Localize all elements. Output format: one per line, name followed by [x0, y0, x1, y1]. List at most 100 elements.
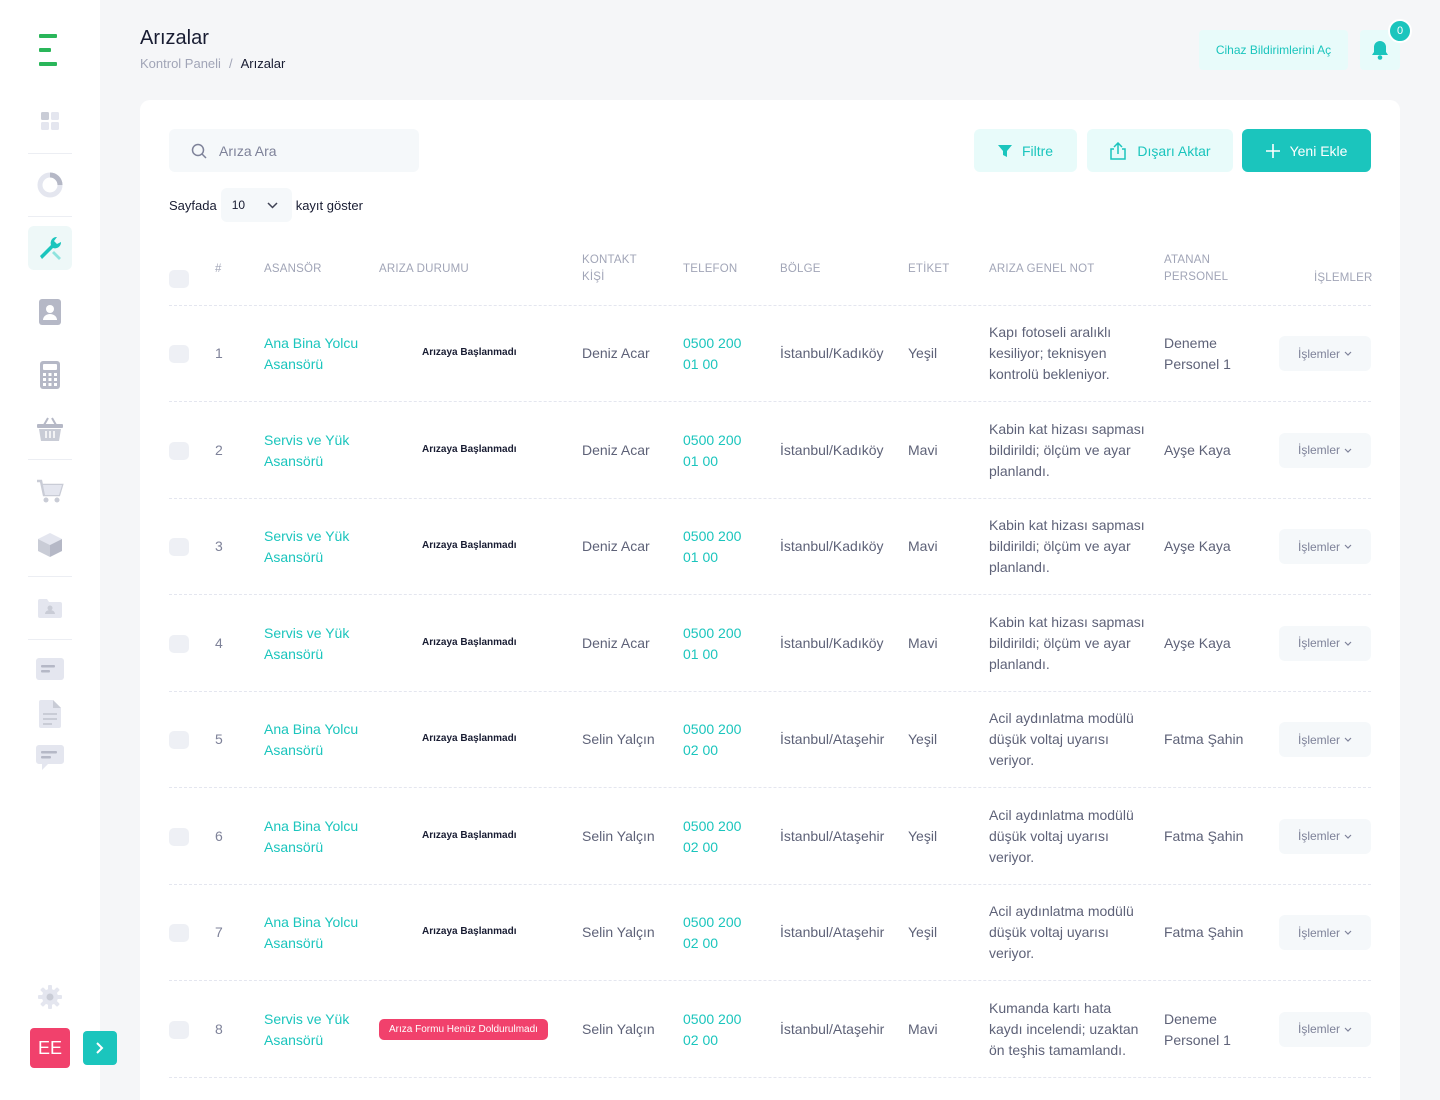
row-actions-label: İşlemler	[1297, 732, 1340, 747]
row-phone-link[interactable]: 0500 200 02 00	[683, 1009, 741, 1051]
row-phone-link[interactable]: 0500 200 02 00	[683, 719, 741, 761]
row-elevator-link[interactable]: Ana Bina Yolcu Asansörü	[264, 912, 358, 954]
row-elevator-link[interactable]: Ana Bina Yolcu Asansörü	[264, 333, 358, 375]
row-checkbox[interactable]	[169, 441, 189, 460]
search-input[interactable]	[219, 142, 409, 159]
page-size-select[interactable]: 10	[220, 188, 292, 222]
row-elevator-link[interactable]: Servis ve Yük Asansörü	[264, 526, 349, 568]
sidebar-item-basket[interactable]	[28, 407, 72, 451]
note-line2: bildirildi; ölçüm ve ayar	[989, 538, 1131, 554]
export-button[interactable]: Dışarı Aktar	[1087, 129, 1233, 172]
row-elevator-link[interactable]: Ana Bina Yolcu Asansörü	[264, 816, 358, 858]
column-tag[interactable]: ETİKET	[908, 263, 950, 275]
row-elevator-link[interactable]: Servis ve Yük Asansörü	[264, 1009, 349, 1051]
sidebar-item-products[interactable]	[28, 523, 72, 567]
row-checkbox[interactable]	[169, 538, 189, 556]
row-checkbox[interactable]	[169, 345, 189, 363]
row-phone-link[interactable]: 0500 200 01 00	[683, 526, 741, 568]
staff-line2: Personel 1	[1164, 356, 1231, 372]
row-contact: Deniz Acar	[582, 345, 650, 361]
staff-line1: Ayşe Kaya	[1164, 538, 1231, 554]
sidebar-item-chat[interactable]	[28, 736, 72, 780]
sidebar-item-faults[interactable]	[28, 226, 72, 270]
phone-line2: 02 00	[683, 935, 719, 951]
column-contact[interactable]: KONTAKT KİŞİ	[582, 252, 637, 286]
row-actions-button[interactable]: İşlemler	[1279, 529, 1371, 564]
contact-icon	[39, 299, 61, 325]
sidebar-expand-button[interactable]	[83, 1031, 117, 1065]
faults-card: Filtre Dışarı Aktar Yeni Ekle Sayfada 10…	[140, 100, 1400, 1100]
select-all-checkbox[interactable]	[169, 270, 189, 288]
status-text: Arızaya Başlanmadı	[422, 636, 517, 648]
column-staff[interactable]: ATANAN PERSONEL	[1164, 252, 1228, 286]
row-actions-label: İşlemler	[1297, 1022, 1340, 1036]
phone-line1: 0500 200	[683, 431, 742, 448]
add-new-button[interactable]: Yeni Ekle	[1242, 129, 1371, 172]
row-staff: Ayşe Kaya	[1164, 536, 1231, 557]
note-line2: bildirildi; ölçüm ve ayar	[989, 634, 1131, 651]
row-phone-link[interactable]: 0500 200 01 00	[683, 333, 741, 375]
sidebar-item-files[interactable]	[28, 586, 72, 630]
app-logo[interactable]	[39, 34, 59, 66]
row-actions-button[interactable]: İşlemler	[1279, 722, 1371, 757]
row-checkbox[interactable]	[169, 731, 189, 749]
folder-icon	[38, 599, 62, 618]
table-row: 5 Ana Bina Yolcu Asansörü Arızaya Başlanmad…	[169, 692, 1371, 788]
row-tag: Mavi	[908, 1020, 938, 1037]
row-phone-link[interactable]: 0500 200 01 00	[683, 430, 741, 472]
avatar[interactable]: EE	[30, 1028, 70, 1068]
chevron-down-icon	[1344, 351, 1352, 356]
sidebar-item-reports[interactable]	[28, 163, 72, 207]
row-staff: Fatma Şahin	[1164, 826, 1243, 847]
row-checkbox[interactable]	[169, 634, 189, 653]
row-actions-button[interactable]: İşlemler	[1279, 625, 1371, 661]
row-contact: Deniz Acar	[582, 634, 650, 651]
status-text: Arızaya Başlanmadı	[422, 540, 517, 551]
row-phone-link[interactable]: 0500 200 01 00	[683, 623, 741, 665]
row-phone-link[interactable]: 0500 200 02 00	[683, 816, 741, 858]
row-actions-button[interactable]: İşlemler	[1279, 915, 1371, 950]
row-checkbox[interactable]	[169, 827, 189, 846]
note-line1: Acil aydınlatma modülü	[989, 903, 1134, 919]
row-tag: Mavi	[908, 538, 938, 554]
sidebar-item-calculator[interactable]	[28, 353, 72, 397]
row-checkbox[interactable]	[169, 924, 189, 942]
row-checkbox[interactable]	[169, 1020, 189, 1039]
sidebar-item-contacts[interactable]	[28, 290, 72, 334]
sidebar-item-dashboard[interactable]	[28, 99, 72, 143]
sidebar-item-settings[interactable]	[28, 975, 72, 1019]
chevron-down-icon	[1344, 544, 1352, 549]
elevator-name-line1: Servis ve Yük	[264, 431, 350, 448]
row-number: 5	[215, 731, 223, 747]
row-actions-button[interactable]: İşlemler	[1279, 336, 1371, 371]
row-actions-label: İşlemler	[1297, 443, 1340, 457]
staff-line1: Deneme	[1164, 335, 1217, 351]
column-elevator[interactable]: ASANSÖR	[264, 263, 322, 275]
row-actions-button[interactable]: İşlemler	[1279, 818, 1371, 854]
row-actions-button[interactable]: İşlemler	[1279, 1011, 1371, 1047]
column-note[interactable]: ARIZA GENEL NOT	[989, 263, 1095, 275]
row-staff: Deneme Personel 1	[1164, 333, 1231, 375]
sidebar-item-documents[interactable]	[28, 692, 72, 736]
row-elevator-link[interactable]: Servis ve Yük Asansörü	[264, 430, 349, 472]
phone-line2: 01 00	[683, 549, 719, 565]
elevator-name-line1: Servis ve Yük	[264, 1010, 350, 1027]
breadcrumb-current: Arızalar	[240, 56, 286, 71]
column-phone[interactable]: TELEFON	[683, 263, 738, 275]
phone-line1: 0500 200	[683, 624, 742, 641]
sidebar-item-messages[interactable]	[28, 647, 72, 691]
sidebar-item-orders[interactable]	[28, 469, 72, 513]
staff-line1: Deneme	[1164, 1010, 1217, 1027]
search-box[interactable]	[169, 129, 419, 172]
filter-button[interactable]: Filtre	[974, 129, 1077, 172]
row-elevator-link[interactable]: Servis ve Yük Asansörü	[264, 623, 349, 665]
row-elevator-link[interactable]: Ana Bina Yolcu Asansörü	[264, 719, 358, 761]
page-size-value: 10	[231, 198, 246, 212]
column-region[interactable]: BÖLGE	[780, 263, 821, 275]
row-phone-link[interactable]: 0500 200 02 00	[683, 912, 741, 954]
gear-icon	[38, 985, 62, 1009]
column-status[interactable]: ARIZA DURUMU	[379, 263, 469, 275]
breadcrumb-home[interactable]: Kontrol Paneli	[140, 56, 221, 71]
row-actions-button[interactable]: İşlemler	[1279, 432, 1371, 468]
open-device-notifications-button[interactable]: Cihaz Bildirimlerini Aç	[1199, 30, 1348, 70]
